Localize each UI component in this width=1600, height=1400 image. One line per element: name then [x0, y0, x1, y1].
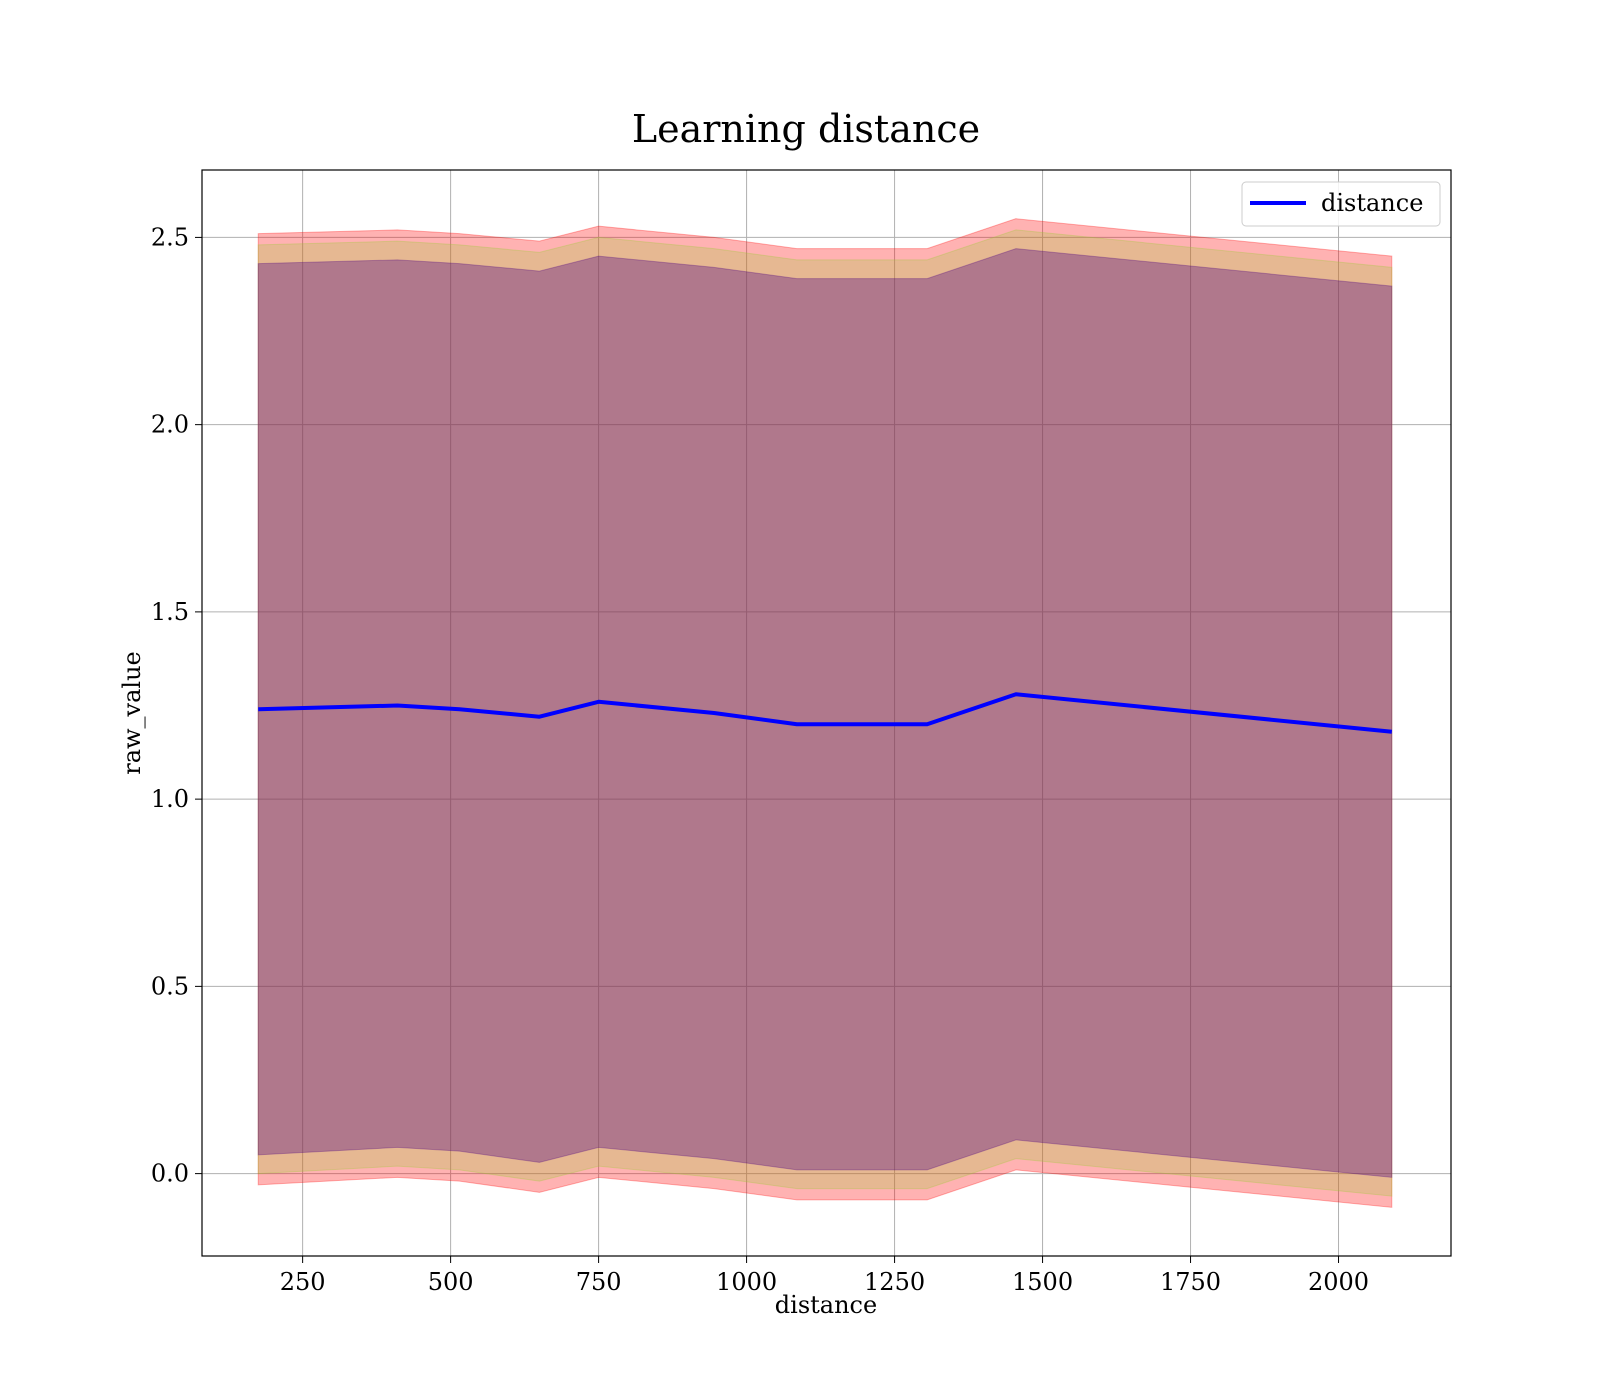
- y-tick-label: 2.5: [151, 223, 189, 251]
- x-tick-label: 250: [280, 1268, 326, 1296]
- x-tick-label: 1250: [864, 1268, 925, 1296]
- confidence-band: [257, 248, 1393, 1178]
- y-axis-label: raw_value: [118, 651, 146, 775]
- y-tick-label: 2.0: [151, 411, 189, 439]
- x-tick-label: 750: [576, 1268, 622, 1296]
- x-tick-label: 1500: [1012, 1268, 1073, 1296]
- legend: distance: [1241, 181, 1441, 227]
- x-tick-label: 2000: [1308, 1268, 1369, 1296]
- x-axis-ticks: 250 500 750 1000 1250 1500 1750 2000: [280, 1256, 1369, 1296]
- confidence-bands: [257, 218, 1393, 1208]
- y-tick-label: 1.5: [151, 598, 189, 626]
- series-lines: [258, 692, 1393, 734]
- y-axis-ticks: 0.0 0.5 1.0 1.5 2.0 2.5: [151, 223, 202, 1188]
- legend-label-distance: distance: [1321, 189, 1423, 217]
- x-tick-label: 1750: [1160, 1268, 1221, 1296]
- series-line-distance: [258, 692, 1393, 734]
- y-tick-label: 0.0: [151, 1160, 189, 1188]
- confidence-band: [257, 218, 1393, 1208]
- legend-box: [1241, 181, 1441, 227]
- x-tick-label: 1000: [716, 1268, 777, 1296]
- grid: [202, 170, 1451, 1256]
- y-tick-label: 0.5: [151, 972, 189, 1000]
- plot-frame: [201, 169, 1452, 1257]
- x-tick-label: 500: [428, 1268, 474, 1296]
- y-tick-label: 1.0: [151, 785, 189, 813]
- confidence-band: [257, 229, 1393, 1197]
- x-axis-label: distance: [775, 1291, 877, 1319]
- chart-title: Learning distance: [632, 107, 980, 151]
